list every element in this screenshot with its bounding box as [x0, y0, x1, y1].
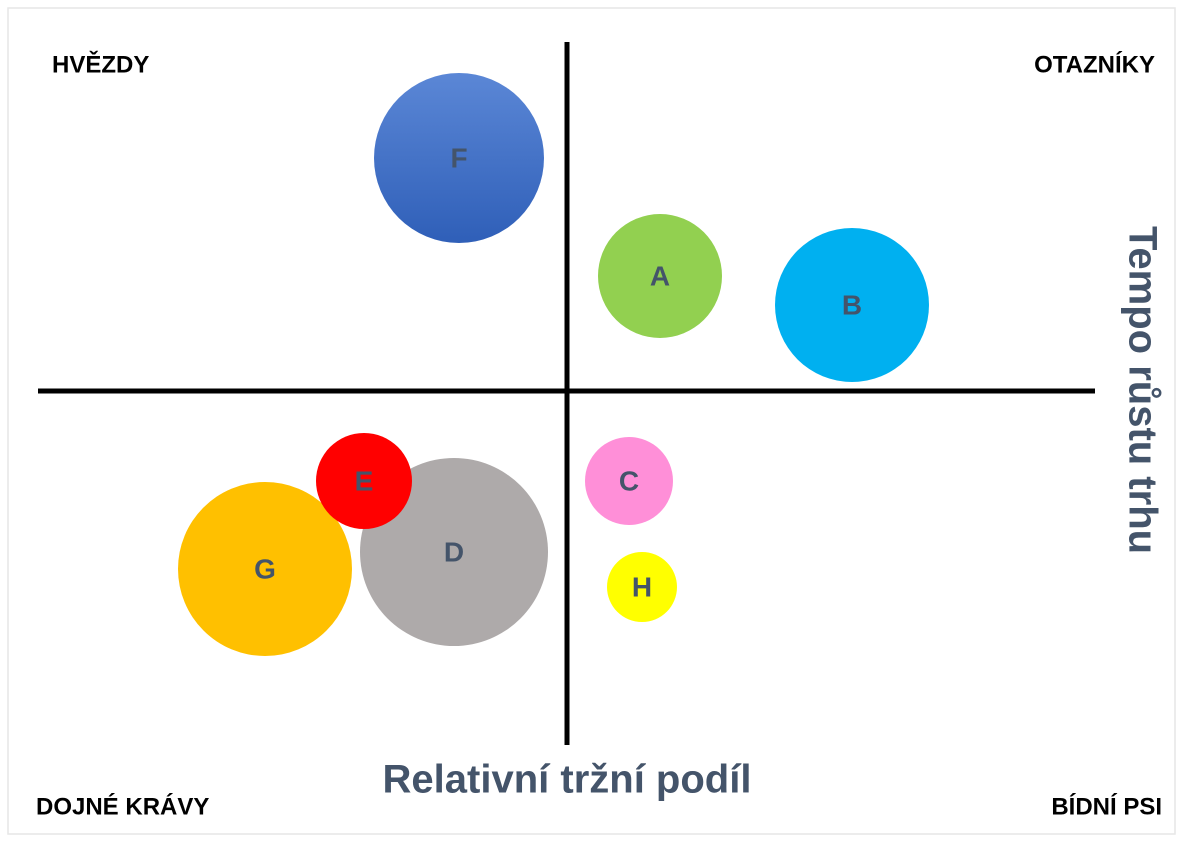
quadrant-label: HVĚZDY: [52, 50, 149, 78]
frame: [7, 7, 1176, 835]
bubble: [607, 552, 677, 622]
x-axis-label: Relativní tržní podíl: [383, 758, 752, 802]
quadrant-label: BÍDNÍ PSI: [1051, 792, 1162, 820]
bubble: [374, 73, 544, 243]
quadrant-label: DOJNÉ KRÁVY: [36, 792, 209, 820]
bubble-label: H: [632, 571, 652, 602]
bubble: [178, 482, 352, 656]
y-axis-label: Tempo růstu trhu: [1120, 226, 1164, 554]
bubble-label: D: [444, 536, 464, 567]
bubble-label: B: [842, 289, 862, 320]
bubble-label: A: [650, 260, 670, 291]
bubble-label: C: [619, 465, 639, 496]
bubble-label: F: [450, 142, 467, 173]
bubble: [360, 458, 548, 646]
quadrant-label: OTAZNÍKY: [1034, 50, 1155, 78]
bubble-label: G: [254, 553, 276, 584]
bubble-label: E: [355, 465, 374, 496]
bubble: [585, 437, 673, 525]
bubble: [775, 228, 929, 382]
bubble: [598, 214, 722, 338]
bubble: [316, 433, 412, 529]
bubbles: G D E F A B C H: [178, 73, 929, 656]
